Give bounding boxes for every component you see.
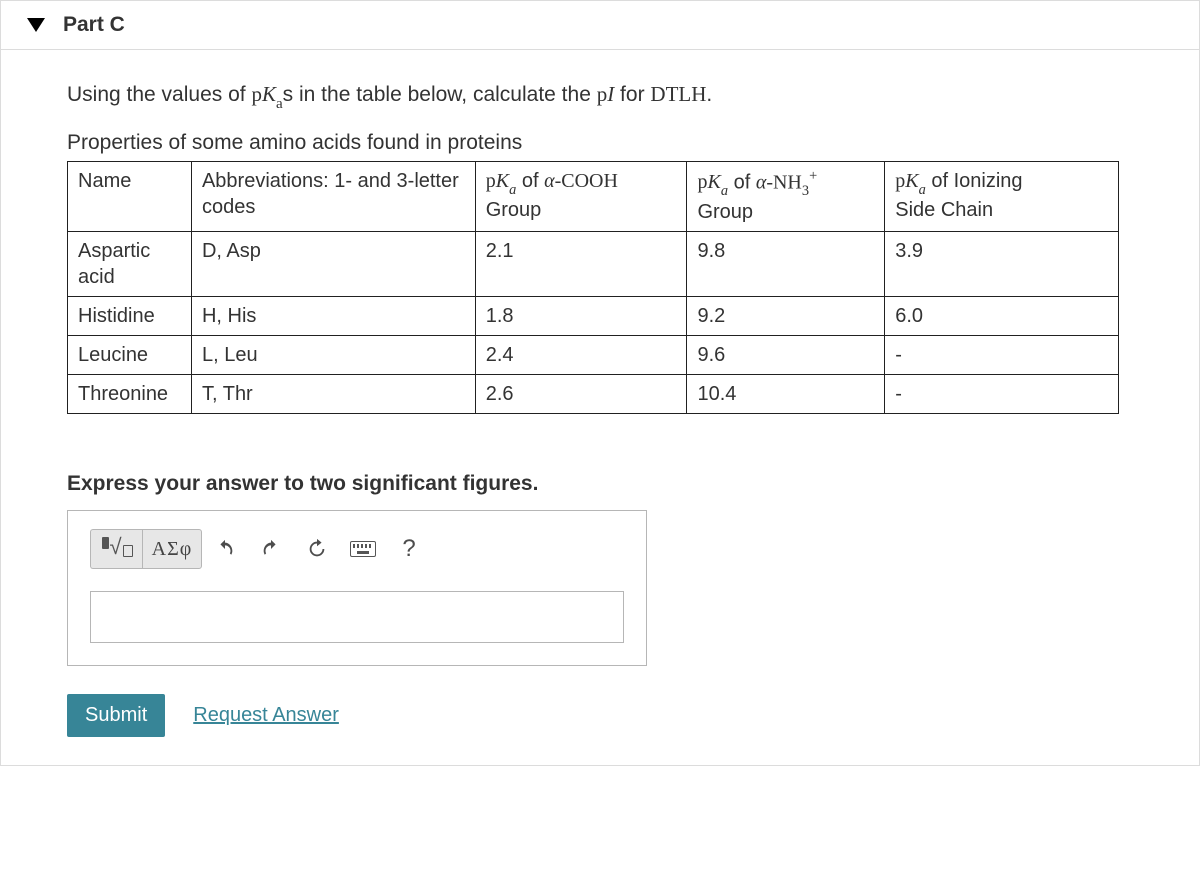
cell-cooh: 1.8 <box>475 297 687 336</box>
keyboard-icon <box>350 541 376 557</box>
math-templates-button[interactable]: √ <box>90 529 142 569</box>
cell-abbr: D, Asp <box>191 232 475 297</box>
cell-side: 6.0 <box>885 297 1119 336</box>
undo-icon <box>214 538 236 560</box>
pka-expr: pKa <box>251 82 282 106</box>
cell-name: Aspartic acid <box>68 232 192 297</box>
question-panel: Part C Using the values of pKas in the t… <box>0 0 1200 766</box>
cell-nh3: 9.6 <box>687 336 885 375</box>
redo-button[interactable] <box>248 529 294 569</box>
cell-nh3: 9.8 <box>687 232 885 297</box>
collapse-icon <box>27 18 45 32</box>
cell-cooh: 2.4 <box>475 336 687 375</box>
help-icon: ? <box>402 535 415 563</box>
table-row: Leucine L, Leu 2.4 9.6 - <box>68 336 1119 375</box>
peptide-code: DTLH <box>650 82 706 106</box>
undo-button[interactable] <box>202 529 248 569</box>
table-header-row: Name Abbreviations: 1- and 3-letter code… <box>68 161 1119 231</box>
part-title: Part C <box>63 13 125 37</box>
cell-abbr: H, His <box>191 297 475 336</box>
greek-symbols-button[interactable]: ΑΣφ <box>142 529 202 569</box>
cell-abbr: L, Leu <box>191 336 475 375</box>
keyboard-button[interactable] <box>340 529 386 569</box>
equation-toolbar: √ ΑΣφ ? <box>90 529 624 569</box>
cell-nh3: 9.2 <box>687 297 885 336</box>
cell-side: - <box>885 336 1119 375</box>
cell-side: - <box>885 375 1119 414</box>
prompt-text: in the table below, calculate the <box>293 83 597 106</box>
redo-icon <box>260 538 282 560</box>
table-row: Histidine H, His 1.8 9.2 6.0 <box>68 297 1119 336</box>
answer-box: √ ΑΣφ ? <box>67 510 647 666</box>
cell-abbr: T, Thr <box>191 375 475 414</box>
reset-icon <box>306 538 328 560</box>
prompt-text: Using the values of <box>67 83 251 106</box>
answer-input[interactable] <box>90 591 624 643</box>
col-header-side: pKa of IonizingSide Chain <box>885 161 1119 231</box>
question-prompt: Using the values of pKas in the table be… <box>67 78 1159 115</box>
cell-name: Threonine <box>68 375 192 414</box>
amino-acid-table: Name Abbreviations: 1- and 3-letter code… <box>67 161 1119 414</box>
col-header-cooh: pKa of α-COOHGroup <box>475 161 687 231</box>
prompt-text: s <box>283 83 294 106</box>
part-header[interactable]: Part C <box>1 1 1199 50</box>
cell-name: Leucine <box>68 336 192 375</box>
table-caption: Properties of some amino acids found in … <box>67 131 1159 155</box>
answer-instruction: Express your answer to two significant f… <box>67 472 1159 496</box>
col-header-name: Name <box>68 161 192 231</box>
cell-cooh: 2.1 <box>475 232 687 297</box>
math-template-icon: √ <box>102 537 132 561</box>
toolbar-group: √ ΑΣφ <box>90 529 202 569</box>
col-header-abbr: Abbreviations: 1- and 3-letter codes <box>191 161 475 231</box>
cell-name: Histidine <box>68 297 192 336</box>
action-row: Submit Request Answer <box>67 694 1159 737</box>
prompt-text: for <box>614 83 650 106</box>
cell-cooh: 2.6 <box>475 375 687 414</box>
reset-button[interactable] <box>294 529 340 569</box>
col-header-nh3: pKa of α-NH3+Group <box>687 161 885 231</box>
cell-side: 3.9 <box>885 232 1119 297</box>
content-area: Using the values of pKas in the table be… <box>1 50 1199 765</box>
table-row: Aspartic acid D, Asp 2.1 9.8 3.9 <box>68 232 1119 297</box>
table-row: Threonine T, Thr 2.6 10.4 - <box>68 375 1119 414</box>
help-button[interactable]: ? <box>386 529 432 569</box>
submit-button[interactable]: Submit <box>67 694 165 737</box>
cell-nh3: 10.4 <box>687 375 885 414</box>
pI-expr: pI <box>597 82 615 106</box>
request-answer-link[interactable]: Request Answer <box>193 704 339 727</box>
prompt-text: . <box>706 83 712 106</box>
